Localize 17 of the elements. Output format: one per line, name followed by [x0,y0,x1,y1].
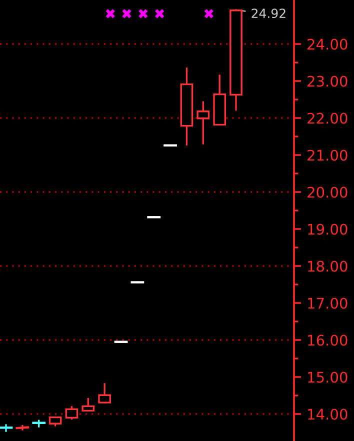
text: 24.92 [252,8,286,18]
y-tick-label: 20.00 [308,186,348,198]
candlestick [196,101,210,144]
candlestick [0,424,13,432]
y-tick-label: 19.00 [308,224,348,235]
y-tick-label: 22.00 [308,112,348,124]
y-tick-label: 18.00 [308,260,348,272]
y-tick-label: 24.00 [308,38,348,50]
y-tick-label: 17.00 [308,298,348,309]
y-tick-label: 21.00 [308,150,348,161]
y-tick-label: 15.00 [308,372,348,383]
candlestick [180,68,194,146]
candlestick [16,424,30,430]
y-tick-label: 14.00 [308,408,348,420]
y-tick-label: 16.00 [308,334,348,346]
y-tick-label: 23.00 [308,76,348,87]
candlestick [164,144,177,147]
